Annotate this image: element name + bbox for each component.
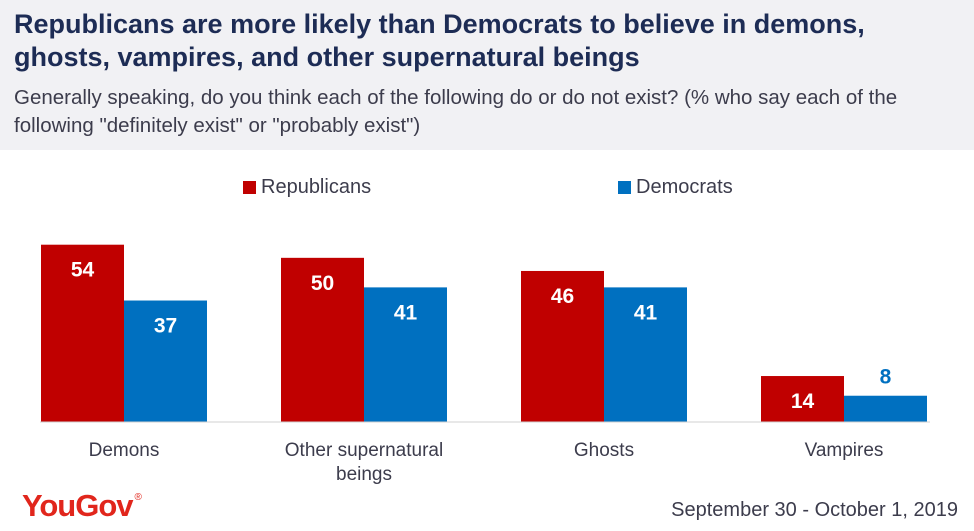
bars-group: 54 37 50 41 46 41 14 8 [41, 244, 927, 422]
category-labels: Demons Other supernatural beings Ghosts Vamp… [89, 440, 884, 485]
legend-label-republicans: Republicans [261, 176, 372, 198]
legend-item-democrats: Democrats [618, 176, 733, 199]
data-label-republicans-ghosts: 46 [551, 285, 574, 308]
category-label-ghosts: Ghosts [574, 440, 634, 461]
chart-title: Republicans are more likely than Democra… [14, 9, 865, 72]
yougov-logo: YouGov ® [22, 488, 142, 524]
bar-democrats-other-supernatural-beings [364, 287, 447, 422]
chart-subtitle: Generally speaking, do you think each of… [14, 86, 898, 137]
logo-text: YouGov [22, 488, 134, 523]
data-label-republicans-demons: 54 [71, 259, 95, 282]
bar-democrats-vampires [844, 395, 927, 422]
legend-swatch-democrats [618, 181, 631, 194]
category-label-other-supernatural-beings: Other supernatural beings [285, 440, 443, 485]
bar-democrats-ghosts [604, 287, 687, 422]
bar-republicans-demons [41, 244, 124, 422]
header-panel: Republicans are more likely than Democra… [0, 0, 974, 150]
data-label-democrats-ghosts: 41 [634, 301, 658, 324]
legend-swatch-republicans [243, 181, 256, 194]
survey-date: September 30 - October 1, 2019 [671, 499, 958, 521]
legend-item-republicans: Republicans [243, 176, 371, 199]
bar-republicans-other-supernatural-beings [281, 257, 364, 422]
data-label-republicans-vampires: 14 [791, 390, 815, 413]
bar-republicans-vampires [761, 376, 844, 422]
bar-republicans-ghosts [521, 270, 604, 422]
data-label-democrats-demons: 37 [154, 315, 177, 338]
bar-democrats-demons [124, 300, 207, 422]
data-label-democrats-vampires: 8 [880, 366, 892, 389]
category-label-vampires: Vampires [805, 440, 884, 461]
legend: Republicans Democrats [0, 176, 974, 202]
data-label-republicans-other-supernatural-beings: 50 [311, 272, 334, 295]
data-label-democrats-other-supernatural-beings: 41 [394, 301, 418, 324]
legend-label-democrats: Democrats [636, 176, 733, 198]
category-label-demons: Demons [89, 440, 160, 461]
registered-mark: ® [134, 492, 142, 503]
